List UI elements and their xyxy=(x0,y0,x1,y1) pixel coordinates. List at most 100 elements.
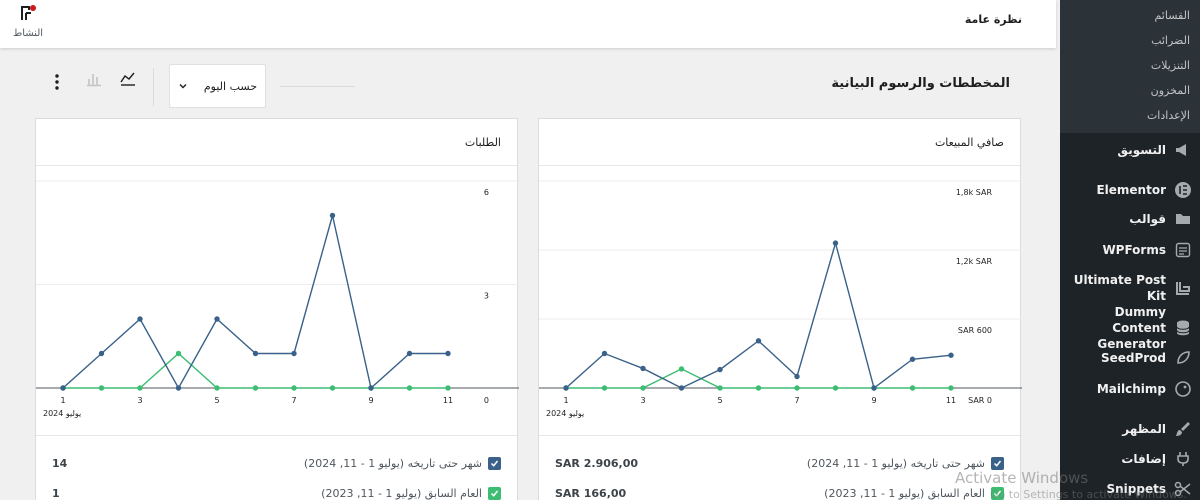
data-point xyxy=(601,385,608,391)
sidebar-item-plugin[interactable]: إضافات xyxy=(1060,450,1200,468)
y-tick-label: 1,2k SAR xyxy=(956,257,993,266)
orders-title: الطلبات xyxy=(464,136,501,149)
orders-card: الطلبات 0 3 6 1 3 5 7 9 11 يوليو 2024 شهر حتى تار… xyxy=(35,118,519,500)
data-point xyxy=(948,352,954,358)
data-point xyxy=(214,385,220,391)
paintbrush-icon xyxy=(1174,420,1192,438)
sidebar-item-megaphone[interactable]: التسويق xyxy=(1060,141,1200,159)
scissors-icon xyxy=(1174,480,1192,498)
data-point xyxy=(832,385,839,391)
more-options-icon[interactable] xyxy=(51,72,63,96)
sidebar-item-wpforms[interactable]: WPForms xyxy=(1060,241,1200,259)
data-point xyxy=(329,212,336,219)
x-axis-sublabel: يوليو 2024 xyxy=(546,409,584,418)
elementor-icon xyxy=(1174,181,1192,199)
x-axis-sublabel: يوليو 2024 xyxy=(43,409,81,418)
legend-label: العام السابق (يوليو 1 - 11, 2023) xyxy=(824,486,985,500)
net-sales-legend: شهر حتى تاريخه (يوليو 1 - 11, 2024) SAR … xyxy=(539,435,1020,500)
sidebar-item-scissors[interactable]: Snippets xyxy=(1060,480,1200,498)
sidebar-item-paintbrush[interactable]: المظهر xyxy=(1060,420,1200,438)
y-tick-label: 3 xyxy=(484,292,489,301)
submenu-item-coupons[interactable]: القسائم xyxy=(1154,9,1190,22)
bar-chart-view-icon[interactable] xyxy=(85,70,103,92)
data-point xyxy=(832,240,839,246)
data-point xyxy=(252,385,259,391)
net-sales-chart: SAR 0 SAR 600 1,2k SAR 1,8k SAR 1 3 5 7 9 11 يوليو… xyxy=(539,180,1022,418)
activation-watermark-subtitle: Go to Settings to activate Windows. xyxy=(990,488,1188,500)
sidebar-item-label: Dummy Content Generator xyxy=(1097,305,1166,351)
sidebar-item-mailchimp[interactable]: Mailchimp xyxy=(1060,380,1200,398)
activity-label: النشاط xyxy=(12,28,44,39)
card-divider xyxy=(36,165,517,166)
checkbox-icon[interactable] xyxy=(488,456,501,470)
checkbox-icon[interactable] xyxy=(991,456,1004,470)
data-point xyxy=(406,385,413,391)
seedprod-icon xyxy=(1174,349,1192,367)
data-point xyxy=(717,385,723,391)
data-point xyxy=(601,350,608,357)
sidebar-item-database[interactable]: Dummy Content Generator xyxy=(1060,304,1200,352)
data-point xyxy=(755,385,762,391)
data-point xyxy=(175,385,182,391)
sidebar-item-label: Ultimate Post Kit xyxy=(1073,273,1166,303)
submenu-item-settings[interactable]: الإعدادات xyxy=(1146,109,1190,122)
ultimate-post-kit-icon xyxy=(1174,279,1192,297)
series-line xyxy=(565,240,952,390)
legend-row[interactable]: العام السابق (يوليو 1 - 11, 2023) 1 xyxy=(36,478,517,500)
sidebar-item-seedprod[interactable]: SeedProd xyxy=(1060,349,1200,367)
legend-value: SAR 2.906,00 xyxy=(555,456,639,470)
x-tick-label: 5 xyxy=(717,396,722,405)
net-sales-title: صافي المبيعات xyxy=(934,136,1004,149)
data-point xyxy=(214,316,220,322)
data-point xyxy=(329,385,336,391)
sidebar-item-ultimate-post-kit[interactable]: Ultimate Post Kit xyxy=(1060,272,1200,304)
sidebar-item-label: قوالب xyxy=(1129,212,1166,226)
mailchimp-icon xyxy=(1174,380,1192,398)
sidebar-item-folder[interactable]: قوالب xyxy=(1060,210,1200,228)
submenu: القسائم الضرائب التنزيلات المخزون الإعدا… xyxy=(1060,0,1200,133)
data-point xyxy=(406,350,413,357)
orders-legend: شهر حتى تاريخه (يوليو 1 - 11, 2024) 14 ا… xyxy=(36,435,517,500)
database-icon xyxy=(1174,319,1192,337)
submenu-item-stock[interactable]: المخزون xyxy=(1150,84,1190,97)
y-tick-label: SAR 0 xyxy=(968,396,992,405)
net-sales-card: صافي المبيعات SAR 0 SAR 600 1,2k SAR 1,8k S… xyxy=(538,118,1022,500)
data-point xyxy=(717,366,723,373)
activation-watermark-title: Activate Windows xyxy=(955,469,1089,487)
legend-label: العام السابق (يوليو 1 - 11, 2023) xyxy=(321,486,482,500)
sidebar-item-label: المظهر xyxy=(1122,422,1166,436)
line-chart-view-icon[interactable] xyxy=(119,70,137,92)
activity-button[interactable]: النشاط xyxy=(8,4,48,39)
megaphone-icon xyxy=(1174,141,1192,159)
checkbox-icon[interactable] xyxy=(488,486,501,500)
data-point xyxy=(60,385,66,391)
legend-row[interactable]: شهر حتى تاريخه (يوليو 1 - 11, 2024) 14 xyxy=(36,448,517,478)
series-line xyxy=(566,368,951,389)
orders-chart: 0 3 6 1 3 5 7 9 11 يوليو 2024 xyxy=(36,180,519,418)
activity-icon xyxy=(21,5,36,20)
data-point xyxy=(252,350,259,357)
checkbox-icon[interactable] xyxy=(991,486,1004,500)
y-tick-label: 1,8k SAR xyxy=(956,188,993,197)
submenu-item-taxes[interactable]: الضرائب xyxy=(1151,34,1190,47)
data-point xyxy=(640,365,646,372)
submenu-item-downloads[interactable]: التنزيلات xyxy=(1150,59,1190,72)
data-point xyxy=(678,385,685,391)
legend-value: SAR 166,00 xyxy=(555,486,627,500)
sidebar-item-elementor[interactable]: Elementor xyxy=(1060,181,1200,199)
x-tick-label: 7 xyxy=(794,396,799,405)
legend-label: شهر حتى تاريخه (يوليو 1 - 11, 2024) xyxy=(806,456,985,470)
sidebar-item-label: WPForms xyxy=(1102,243,1166,257)
x-tick-label: 11 xyxy=(946,396,956,405)
legend-value: 1 xyxy=(52,486,60,500)
admin-sidebar: القسائم الضرائب التنزيلات المخزون الإعدا… xyxy=(1060,0,1200,500)
series-line xyxy=(62,215,448,390)
legend-row[interactable]: شهر حتى تاريخه (يوليو 1 - 11, 2024) SAR … xyxy=(539,448,1020,478)
legend-label: شهر حتى تاريخه (يوليو 1 - 11, 2024) xyxy=(303,456,482,470)
section-divider xyxy=(280,86,355,87)
legend-row[interactable]: العام السابق (يوليو 1 - 11, 2023) SAR 16… xyxy=(539,478,1020,500)
y-tick-label: 0 xyxy=(484,396,489,405)
y-tick-label: SAR 600 xyxy=(958,326,992,335)
x-tick-label: 9 xyxy=(871,396,876,405)
period-select[interactable]: حسب اليوم xyxy=(169,64,266,108)
